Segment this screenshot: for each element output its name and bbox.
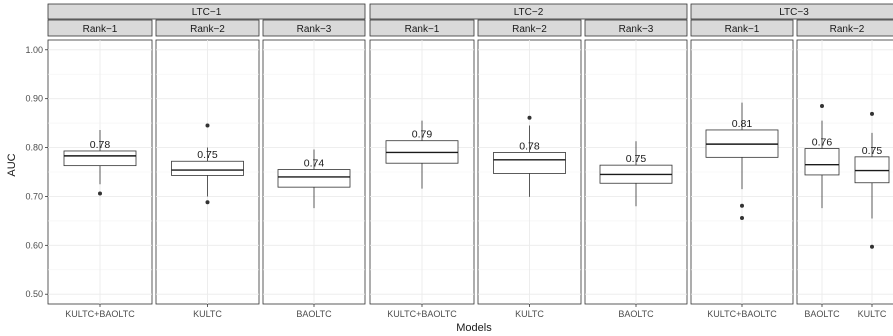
panel-strip-label: Rank−1 (83, 24, 118, 35)
box-value-label: 0.81 (732, 118, 753, 130)
panel-strip-label: Rank−2 (512, 24, 547, 35)
group-strip-label: LTC−2 (514, 7, 544, 18)
x-tick-label: KULTC (858, 309, 887, 319)
outlier-point (527, 115, 532, 120)
x-tick-label: KULTC (193, 309, 222, 319)
y-tick-label: 0.90 (25, 94, 43, 104)
panel-strip (155, 19, 260, 37)
facet-panels: LTC−1 Rank−1 0.78 KULTC+BAOLTC Rank−2 0.75 KUL… (47, 3, 893, 319)
outlier-point (740, 215, 744, 220)
y-tick-label: 0.50 (25, 289, 43, 299)
y-axis-title: AUC (6, 153, 18, 176)
y-tick-label: 1.00 (25, 45, 43, 55)
panel-strip-label: Rank−1 (405, 24, 440, 35)
group-strip (690, 3, 893, 20)
panel-strip (369, 19, 475, 37)
outlier-point (205, 200, 210, 205)
box-value-label: 0.75 (626, 153, 647, 165)
group-strip-label: LTC−3 (779, 7, 809, 18)
box-iqr (804, 148, 840, 176)
y-tick-label: 0.60 (25, 240, 43, 250)
box-value-label: 0.79 (412, 129, 433, 141)
outlier-point (870, 111, 874, 116)
panel-strip-label: Rank−2 (190, 24, 225, 35)
group-strip-label: LTC−1 (192, 7, 222, 18)
y-tick-label: 0.80 (25, 143, 43, 153)
outlier-point (820, 104, 824, 108)
box-value-label: 0.75 (862, 145, 883, 157)
y-axis: 0.50 0.60 0.70 0.80 0.90 1.00 (25, 45, 48, 299)
panel-strip-label: Rank−2 (830, 24, 865, 35)
outlier-point (98, 191, 102, 196)
x-tick-label: KULTC+BAOLTC (65, 309, 135, 319)
box-value-label: 0.78 (519, 140, 540, 152)
box-value-label: 0.74 (304, 158, 325, 170)
panel-strip-label: Rank−3 (619, 24, 654, 35)
panel-strip (584, 19, 688, 37)
x-tick-label: KULTC+BAOLTC (707, 309, 777, 319)
panel-strip-label: Rank−1 (725, 24, 760, 35)
x-axis-title: Models (456, 322, 492, 334)
box-value-label: 0.78 (90, 139, 111, 151)
box-iqr (171, 160, 244, 176)
x-tick-label: BAOLTC (618, 309, 654, 319)
x-tick-label: BAOLTC (296, 309, 332, 319)
box-value-label: 0.75 (197, 149, 218, 161)
group-strip (47, 3, 366, 20)
y-tick-label: 0.70 (25, 191, 43, 201)
outlier-point (740, 203, 744, 208)
box-value-label: 0.76 (812, 137, 833, 149)
box-iqr (63, 150, 137, 167)
panel-strip (796, 19, 893, 37)
outlier-point (205, 123, 210, 128)
panel-strip (477, 19, 582, 37)
outlier-point (870, 244, 874, 249)
x-tick-label: KULTC+BAOLTC (387, 309, 457, 319)
x-tick-label: KULTC (515, 309, 544, 319)
panel-strip (262, 19, 366, 37)
box-iqr (277, 169, 351, 188)
panel-strip-label: Rank−3 (297, 24, 332, 35)
box-iqr (854, 156, 890, 184)
group-strip (369, 3, 688, 20)
box-iqr (493, 152, 566, 174)
x-tick-label: BAOLTC (804, 309, 840, 319)
panel-strip (47, 19, 153, 37)
panel-strip (690, 19, 794, 37)
